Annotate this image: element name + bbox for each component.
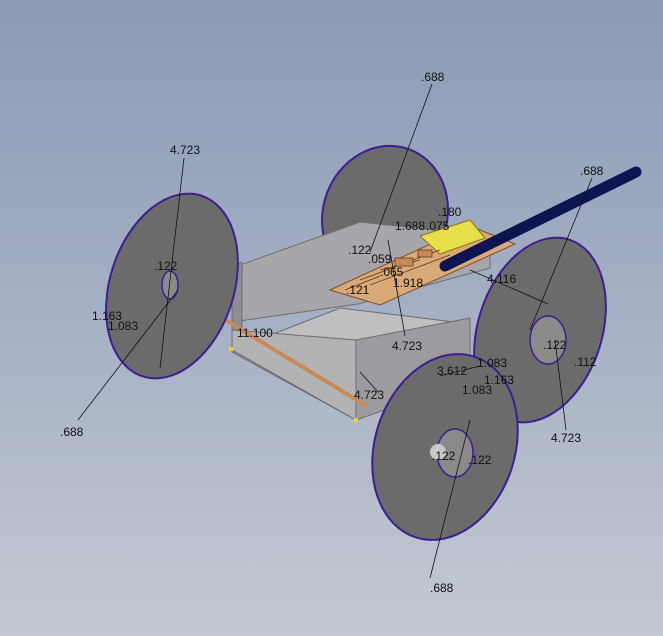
- chassis-side-panel: [231, 329, 357, 421]
- dim-label: .688: [421, 70, 445, 84]
- right-wheel-hub: [529, 315, 567, 365]
- dim-label: .059: [368, 252, 392, 266]
- dim-label: .122: [432, 449, 456, 463]
- dim-label: 1.163: [92, 309, 122, 323]
- corner-marker: [229, 347, 233, 351]
- dim-label: 4.723: [354, 388, 384, 402]
- dim-label: 4.723: [551, 431, 581, 445]
- left-wheel-hub: [161, 270, 179, 300]
- dim-label: .075: [426, 219, 450, 233]
- dim-label: 3.612: [437, 364, 467, 378]
- dim-label: .122: [543, 338, 567, 352]
- dim-label: .688: [430, 581, 454, 595]
- drive-rod: [439, 166, 642, 272]
- corner-marker: [354, 418, 358, 422]
- board-components: [344, 249, 451, 291]
- dim-label: 1.918: [393, 276, 423, 290]
- board-chip: [419, 219, 486, 255]
- dim-label: 1.688: [395, 219, 425, 233]
- dim-label: 1.083: [108, 319, 138, 333]
- dim-label: 11.100: [237, 326, 273, 340]
- dim-label: .688: [580, 164, 604, 178]
- dim-label: 4.723: [392, 339, 422, 353]
- dim-label: .121: [346, 283, 370, 297]
- front-wheel-bearing: [430, 444, 446, 460]
- dim-label: .065: [380, 265, 404, 279]
- dim-label: 1.163: [484, 373, 514, 387]
- dim-label: .180: [438, 205, 462, 219]
- dim-label: 4.723: [170, 143, 200, 157]
- dim-label: 1.083: [477, 356, 507, 370]
- dim-label: 4.116: [487, 272, 516, 286]
- dim-label: .122: [348, 243, 372, 257]
- dim-label: .122: [154, 259, 178, 273]
- dim-label: .688: [60, 425, 84, 439]
- dim-label: 1.083: [462, 383, 492, 397]
- dim-label: .112: [574, 355, 597, 369]
- dim-label: .122: [468, 453, 492, 467]
- dimension-lines: [77, 83, 593, 579]
